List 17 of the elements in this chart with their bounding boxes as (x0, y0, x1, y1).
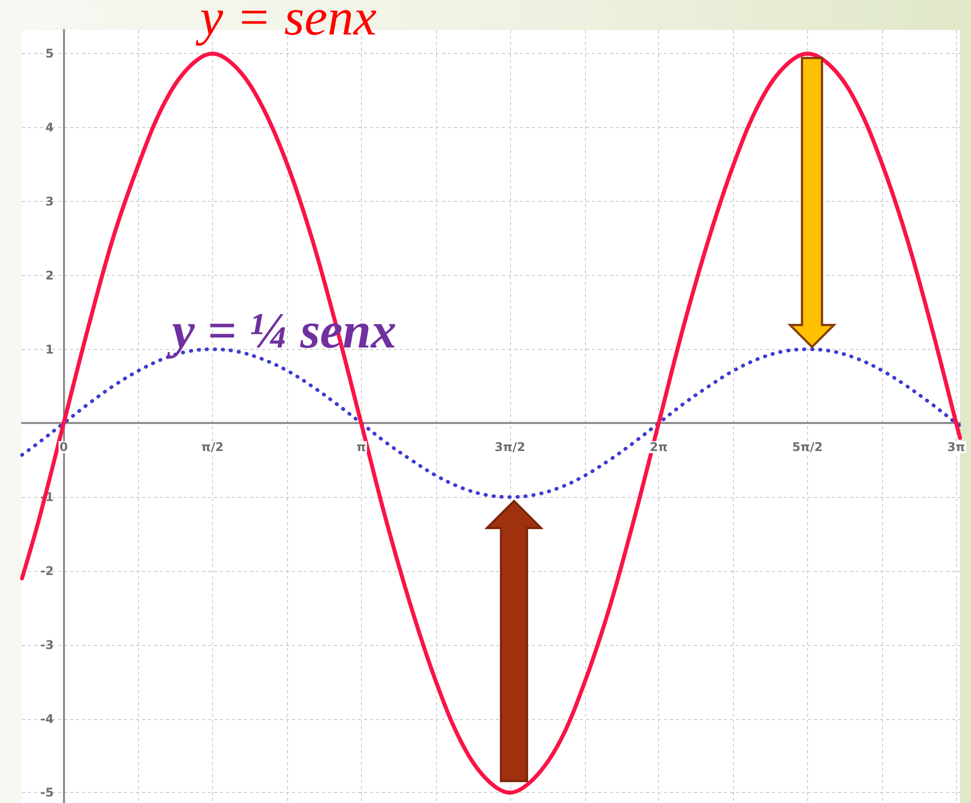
x-tick-label: 2π (650, 440, 668, 454)
x-tick-label: 5π/2 (792, 440, 823, 454)
y-tick-label: 3 (45, 194, 54, 208)
y-tick-label: 4 (45, 120, 54, 135)
y-tick-label: -2 (40, 564, 54, 578)
x-tick-label: 0 (60, 440, 68, 454)
x-tick-label: π/2 (201, 440, 224, 454)
y-tick-label: -3 (40, 638, 54, 652)
series-label: y = senx (195, 0, 377, 46)
y-tick-label: 1 (45, 342, 54, 356)
y-tick-label: 2 (45, 268, 54, 282)
y-tick-label: -4 (40, 712, 54, 726)
x-tick-label: 3π (947, 440, 966, 454)
x-tick-label: π (356, 440, 366, 454)
y-tick-label: 5 (45, 46, 54, 61)
x-tick-label: 3π/2 (494, 440, 526, 454)
y-tick-label: -5 (40, 786, 54, 800)
